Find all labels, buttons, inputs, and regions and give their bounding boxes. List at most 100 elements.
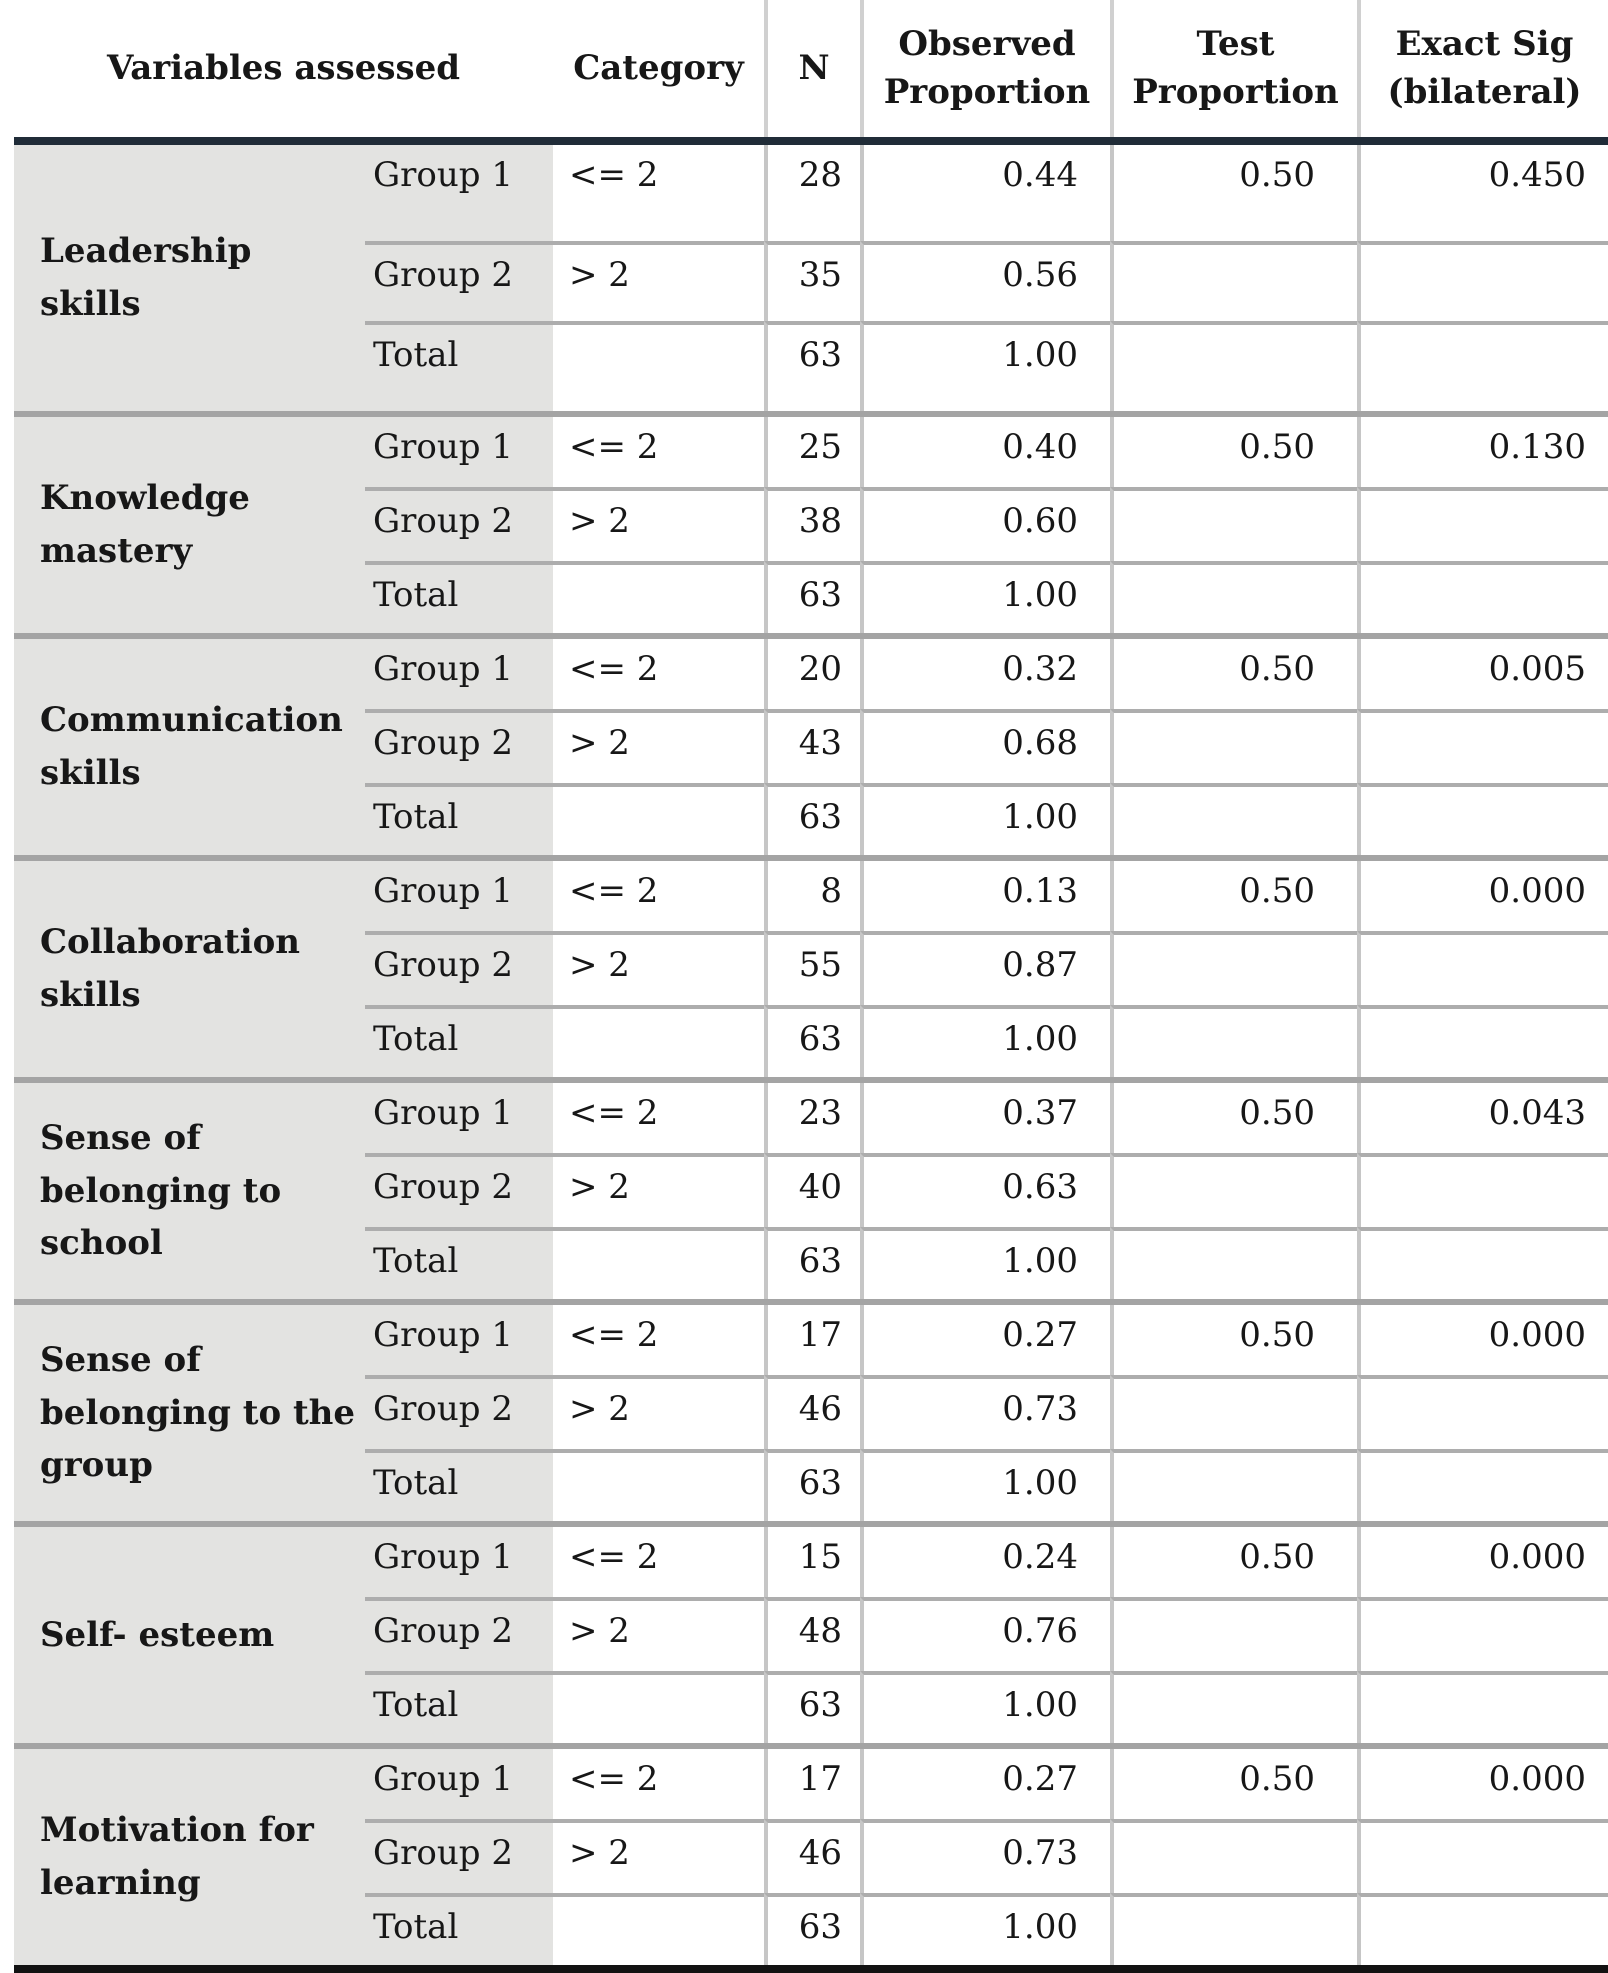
exact-sig-value	[1357, 487, 1608, 561]
test-proportion-value	[1110, 561, 1357, 633]
test-proportion-value	[1110, 1449, 1357, 1521]
category-value: <= 2	[569, 649, 659, 689]
block-communication-skills: Communication skills Group 1 <= 2 20 0.3…	[14, 633, 1608, 855]
observed-proportion-value: 0.27	[860, 1305, 1110, 1375]
exact-sig-value	[1357, 783, 1608, 855]
test-proportion-value	[1110, 487, 1357, 561]
test-proportion-value	[1110, 1005, 1357, 1077]
observed-proportion-value: 1.00	[860, 783, 1110, 855]
observed-proportion-value: 0.73	[860, 1375, 1110, 1449]
category-value: <= 2	[569, 1093, 659, 1133]
category-value: > 2	[553, 1375, 764, 1449]
variable-name: Sense of belonging to school	[14, 1083, 365, 1299]
n-value: 63	[764, 1449, 860, 1521]
category-value: > 2	[553, 1153, 764, 1227]
n-value: 20	[764, 639, 860, 709]
n-value: 28	[764, 145, 860, 241]
test-proportion-value: 0.50	[1110, 417, 1357, 487]
category-value: > 2	[553, 709, 764, 783]
category-value	[553, 1671, 764, 1743]
category-value	[553, 561, 764, 633]
category-value: <= 2	[569, 155, 659, 195]
block-knowledge-mastery: Knowledge mastery Group 1 <= 2 25 0.40 0…	[14, 411, 1608, 633]
observed-proportion-value: 0.24	[860, 1527, 1110, 1597]
n-value: 63	[764, 783, 860, 855]
category-value: > 2	[553, 1597, 764, 1671]
n-value: 63	[764, 1893, 860, 1965]
exact-sig-value	[1357, 1597, 1608, 1671]
test-proportion-value	[1110, 931, 1357, 1005]
group-label: Group 1	[365, 1305, 553, 1375]
n-value: 63	[764, 1227, 860, 1299]
category-value	[553, 1005, 764, 1077]
observed-proportion-value: 0.73	[860, 1819, 1110, 1893]
test-proportion-value	[1110, 1671, 1357, 1743]
total-label: Total	[365, 1005, 553, 1077]
group-label: Group 2	[365, 1153, 553, 1227]
observed-proportion-value: 0.13	[860, 861, 1110, 931]
test-proportion-value: 0.50	[1110, 861, 1357, 931]
n-value: 23	[764, 1083, 860, 1153]
header-exact-sig: Exact Sig (bilateral)	[1357, 0, 1608, 137]
exact-sig-value	[1357, 1153, 1608, 1227]
n-value: 17	[764, 1305, 860, 1375]
group-label: Group 2	[365, 487, 553, 561]
block-leadership-skills: Leadership skills Group 1 <= 2 28 0.44 0…	[14, 145, 1608, 411]
n-value: 48	[764, 1597, 860, 1671]
category-value: > 2	[553, 1819, 764, 1893]
block-sense-of-belonging-to-the-group: Sense of belonging to the group Group 1 …	[14, 1299, 1608, 1521]
exact-sig-value: 0.000	[1357, 1749, 1608, 1819]
total-label: Total	[365, 783, 553, 855]
exact-sig-value	[1357, 1227, 1608, 1299]
n-value: 46	[764, 1819, 860, 1893]
test-proportion-value	[1110, 241, 1357, 321]
exact-sig-value	[1357, 1819, 1608, 1893]
n-value: 25	[764, 417, 860, 487]
n-value: 15	[764, 1527, 860, 1597]
group-label: Group 2	[365, 241, 553, 321]
exact-sig-value	[1357, 1375, 1608, 1449]
n-value: 46	[764, 1375, 860, 1449]
observed-proportion-value: 1.00	[860, 1449, 1110, 1521]
test-proportion-value	[1110, 321, 1357, 411]
observed-proportion-value: 0.63	[860, 1153, 1110, 1227]
category-value	[553, 1227, 764, 1299]
total-label: Total	[365, 1893, 553, 1965]
observed-proportion-value: 0.76	[860, 1597, 1110, 1671]
observed-proportion-value: 1.00	[860, 1227, 1110, 1299]
group-label: Group 1	[365, 145, 553, 241]
n-value: 43	[764, 709, 860, 783]
group-label: Group 1	[365, 1749, 553, 1819]
exact-sig-value	[1357, 1449, 1608, 1521]
category-value: <= 2	[569, 1759, 659, 1799]
observed-proportion-value: 0.87	[860, 931, 1110, 1005]
group-label: Group 2	[365, 1819, 553, 1893]
category-value	[553, 783, 764, 855]
exact-sig-value: 0.130	[1357, 417, 1608, 487]
n-value: 63	[764, 1671, 860, 1743]
test-proportion-value	[1110, 1375, 1357, 1449]
group-label: Group 1	[365, 1527, 553, 1597]
category-value: > 2	[553, 241, 764, 321]
exact-sig-value	[1357, 1671, 1608, 1743]
header-category: Category	[573, 47, 744, 88]
exact-sig-value	[1357, 241, 1608, 321]
variable-name: Collaboration skills	[14, 861, 365, 1077]
observed-proportion-value: 0.44	[860, 145, 1110, 241]
total-label: Total	[365, 1227, 553, 1299]
total-label: Total	[365, 1671, 553, 1743]
exact-sig-value	[1357, 321, 1608, 411]
exact-sig-value	[1357, 709, 1608, 783]
exact-sig-value: 0.000	[1357, 1305, 1608, 1375]
test-proportion-value: 0.50	[1110, 1749, 1357, 1819]
n-value: 63	[764, 1005, 860, 1077]
block-motivation-for-learning: Motivation for learning Group 1 <= 2 17 …	[14, 1743, 1608, 1965]
block-sense-of-belonging-to-school: Sense of belonging to school Group 1 <= …	[14, 1077, 1608, 1299]
n-value: 55	[764, 931, 860, 1005]
category-value	[553, 1893, 764, 1965]
category-value: <= 2	[569, 427, 659, 467]
test-proportion-value: 0.50	[1110, 1305, 1357, 1375]
test-proportion-value	[1110, 1819, 1357, 1893]
test-proportion-value	[1110, 783, 1357, 855]
